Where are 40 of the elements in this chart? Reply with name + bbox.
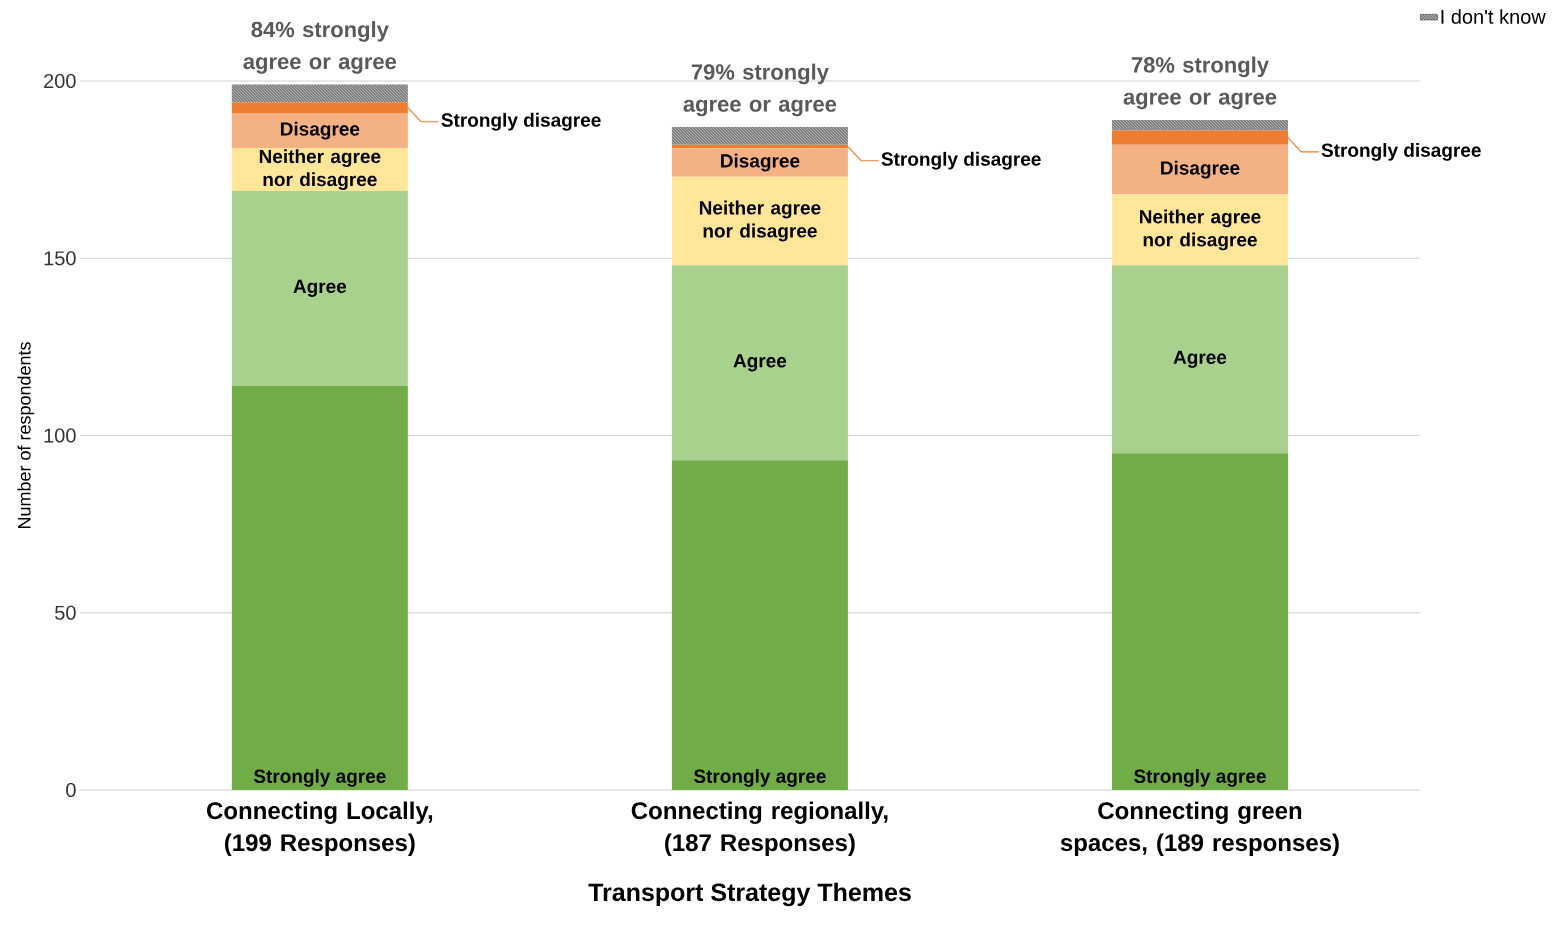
text: Strongly disagree — [881, 151, 1041, 170]
series-label: Strongly agree — [253, 769, 386, 787]
series-label: Agree — [293, 279, 347, 297]
annotation: 79% strongly agree or agree — [683, 63, 837, 117]
text: Agree — [1173, 350, 1227, 368]
x-axis-title: Transport Strategy Themes — [588, 882, 911, 907]
bar — [1111, 265, 1288, 454]
legend-label: I don't know — [1441, 9, 1546, 24]
text: Strongly disagree — [1321, 143, 1481, 161]
y-tick-label: 200 — [44, 73, 76, 89]
bar — [1111, 194, 1288, 266]
x-tick-label: Connecting Locally, (199 Responses) — [207, 801, 433, 856]
text: 84% strongly agree or agree — [243, 21, 397, 74]
text: Neither agree nor disagree — [1140, 209, 1261, 251]
annotation: 78% strongly agree or agree — [1123, 56, 1277, 110]
series-label: Disagree — [721, 153, 800, 172]
y-tick-label: 0 — [66, 782, 76, 798]
y-tick-label: 150 — [44, 251, 76, 266]
bar — [671, 148, 848, 177]
y-tick-label: 50 — [55, 605, 76, 620]
text: Strongly agree — [1134, 769, 1266, 787]
bar — [231, 190, 408, 386]
text: Disagree — [1161, 160, 1240, 179]
bar — [231, 112, 408, 149]
text: Strongly agree — [693, 769, 826, 787]
bar — [671, 460, 848, 790]
bar — [231, 385, 408, 790]
legend-label: Strongly disagree — [441, 112, 601, 131]
y-tick-label: 100 — [44, 428, 76, 443]
bar — [1111, 453, 1288, 790]
bar — [671, 176, 848, 266]
x-tick-label: Connecting green spaces, (189 responses) — [1060, 801, 1339, 856]
series-label: Neither agree nor disagree — [259, 149, 381, 191]
text: Agree — [733, 354, 787, 372]
bar — [1111, 144, 1288, 195]
text: Disagree — [280, 121, 360, 140]
bar — [671, 265, 848, 461]
y-axis-title: Number of respondents — [17, 342, 35, 529]
text: Neither agree nor disagree — [699, 200, 821, 242]
x-tick-label: Connecting regionally, (187 Responses) — [631, 801, 888, 856]
